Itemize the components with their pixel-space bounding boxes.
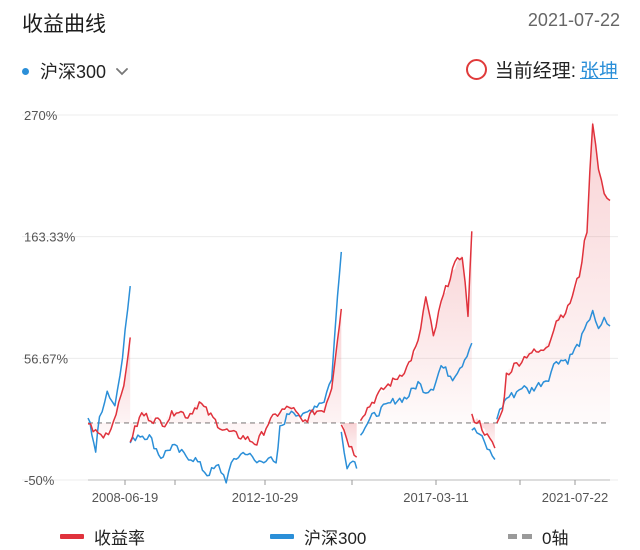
index-series-line [359,342,473,436]
legend-return-swatch [60,534,84,539]
index-series-line [129,251,343,484]
index-series-line [87,286,131,453]
legend-zero-swatch [508,534,532,539]
return-series-line [471,413,496,449]
index-series-line [496,309,611,420]
x-tick-label: 2021-07-22 [542,490,609,505]
legend-item-zero[interactable]: 0轴 [508,524,568,549]
legend-index-swatch [270,534,294,539]
x-tick-label: 2012-10-29 [232,490,299,505]
legend-return-label: 收益率 [94,529,145,548]
return-area-fill [471,417,495,449]
return-series-line [359,231,473,422]
y-tick-label: 56.67% [24,351,69,366]
index-series-line [471,427,496,460]
manager-label: 当前经理: [494,61,576,82]
chart-legend: 收益率 沪深300 0轴 [0,524,640,548]
index-selector[interactable]: 沪深300 [22,58,130,84]
return-area-fill [130,308,342,446]
page-title: 收益曲线 [22,13,106,36]
legend-item-return[interactable]: 收益率 [60,524,145,549]
index-series-line [340,431,358,470]
date-label: 2021-07-22 [527,10,620,30]
chevron-down-icon [116,68,128,76]
x-tick-label: 2008-06-19 [92,490,159,505]
return-series-line [87,337,131,439]
legend-item-index[interactable]: 沪深300 [270,524,366,549]
return-series-line [340,424,358,458]
legend-zero-label: 0轴 [542,529,569,548]
y-tick-label: 163.33% [24,230,76,245]
legend-index-label: 沪深300 [304,529,367,548]
x-tick-label: 2017-03-11 [403,490,469,505]
index-dot-icon [22,67,29,75]
y-tick-label: -50% [24,473,55,488]
return-area-fill [360,231,472,423]
return-series-line [496,123,611,424]
manager-circle-icon [465,59,487,80]
return-series-line [129,308,343,446]
return-area-fill [496,119,610,423]
y-tick-label: 270% [24,108,58,123]
index-selector-label: 沪深300 [40,62,107,82]
return-area-fill [88,337,131,440]
current-manager: 当前经理: 张坤 [465,56,618,83]
manager-name-link[interactable]: 张坤 [579,61,618,82]
